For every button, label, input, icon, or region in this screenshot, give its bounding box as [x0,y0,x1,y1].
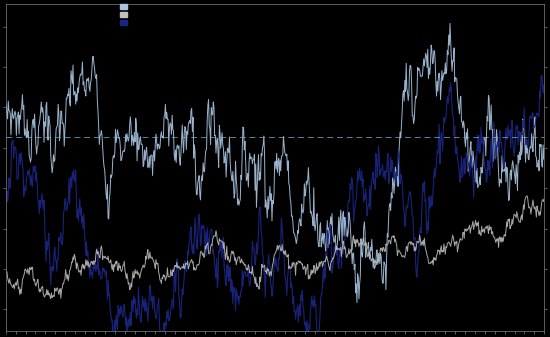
Legend: , , : , , [117,1,131,28]
